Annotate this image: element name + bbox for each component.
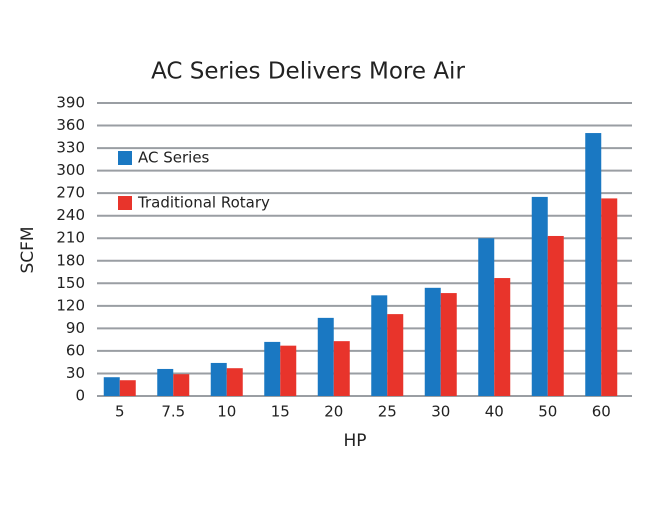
x-tick-label: 25 <box>378 403 397 421</box>
y-tick-label: 210 <box>56 229 85 247</box>
chart-title: AC Series Delivers More Air <box>151 59 465 85</box>
y-tick-label: 150 <box>56 274 85 292</box>
legend-label: Traditional Rotary <box>137 194 270 212</box>
bar <box>317 317 334 396</box>
x-tick-label: 20 <box>324 403 343 421</box>
bar <box>210 362 227 396</box>
x-tick-label: 50 <box>538 403 557 421</box>
bar <box>280 345 297 396</box>
bar <box>157 368 174 396</box>
bar <box>387 314 404 396</box>
y-tick-label: 360 <box>56 116 85 134</box>
bar <box>531 196 548 396</box>
y-tick-label: 240 <box>56 206 85 224</box>
y-tick-label: 180 <box>56 251 85 269</box>
bar <box>333 341 350 396</box>
bar <box>585 133 602 397</box>
x-tick-label: 5 <box>115 403 125 421</box>
y-tick-label: 300 <box>56 161 85 179</box>
x-tick-label: 60 <box>592 403 611 421</box>
x-tick-label: 40 <box>485 403 504 421</box>
y-tick-label: 120 <box>56 296 85 314</box>
bar <box>601 198 618 396</box>
bar <box>103 377 120 396</box>
bar <box>119 380 136 396</box>
x-tick-label: 30 <box>431 403 450 421</box>
y-axis-label: SCFM <box>18 226 38 273</box>
y-tick-label: 330 <box>56 139 85 157</box>
bar <box>173 374 190 396</box>
y-tick-label: 390 <box>56 94 85 112</box>
bar <box>371 295 388 396</box>
bar <box>547 235 564 396</box>
bar <box>264 341 281 396</box>
y-tick-label: 90 <box>66 319 85 337</box>
legend-swatch <box>118 151 132 165</box>
x-axis-label: HP <box>343 431 366 451</box>
y-tick-label: 60 <box>66 341 85 359</box>
bar <box>226 368 243 396</box>
bar <box>494 278 511 396</box>
legend-label: AC Series <box>138 149 210 167</box>
bar <box>424 287 441 396</box>
bar <box>478 238 495 396</box>
y-tick-label: 0 <box>75 387 85 405</box>
x-tick-label: 10 <box>217 403 236 421</box>
legend-swatch <box>118 196 132 210</box>
x-tick-label: 15 <box>271 403 290 421</box>
y-tick-label: 30 <box>66 364 85 382</box>
bar <box>440 293 457 396</box>
y-tick-label: 270 <box>56 184 85 202</box>
x-tick-label: 7.5 <box>161 403 185 421</box>
